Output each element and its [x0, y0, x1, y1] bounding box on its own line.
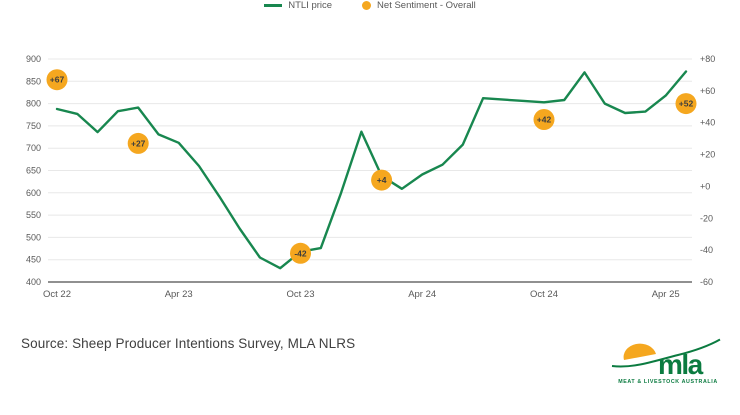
y-axis-right-tick-label: -40 — [700, 245, 713, 255]
logo-sun-icon — [623, 343, 656, 360]
y-axis-left-tick-label: 500 — [26, 232, 41, 242]
sentiment-point-label: +52 — [679, 99, 694, 109]
legend-label: NTLI price — [288, 0, 333, 11]
source-text: Source: Sheep Producer Intentions Survey… — [21, 336, 356, 351]
sentiment-point-label: -42 — [294, 248, 307, 258]
y-axis-right-tick-label: -20 — [700, 213, 713, 223]
legend-item-ntli-price: NTLI price — [264, 0, 332, 11]
y-axis-left-tick-label: 850 — [26, 76, 41, 86]
y-axis-right-tick-label: +80 — [700, 54, 715, 64]
y-axis-left-tick-label: 600 — [26, 188, 41, 198]
x-axis-tick-label: Apr 23 — [165, 289, 193, 300]
logo-brand-text: mla — [658, 349, 704, 380]
y-axis-right-tick-label: +60 — [700, 86, 715, 96]
logo-swoosh-icon — [611, 338, 721, 368]
sentiment-point-label: +42 — [537, 115, 552, 125]
x-axis-tick-label: Apr 25 — [652, 289, 680, 300]
y-axis-left-tick-label: 650 — [26, 166, 41, 176]
sentiment-point — [290, 242, 311, 264]
x-axis-tick-label: Oct 22 — [43, 289, 71, 300]
y-axis-left-tick-label: 550 — [26, 210, 41, 220]
mla-logo: mla MEAT & LIVESTOCK AUSTRALIA — [611, 338, 721, 385]
line-swatch-icon — [264, 4, 283, 7]
y-axis-right-tick-label: +20 — [700, 150, 715, 160]
y-axis-left-tick-label: 900 — [26, 54, 41, 64]
sentiment-point-label: +4 — [377, 175, 387, 185]
y-axis-left-tick-label: 800 — [26, 99, 41, 109]
x-axis-tick-label: Oct 24 — [530, 289, 558, 300]
sentiment-point — [46, 69, 68, 91]
y-axis-right-tick-label: +40 — [700, 118, 715, 128]
x-axis-tick-label: Oct 23 — [287, 289, 315, 300]
sentiment-point-label: +27 — [131, 138, 146, 148]
sentiment-point — [371, 169, 393, 191]
sentiment-point — [533, 109, 555, 130]
x-axis-tick-label: Apr 24 — [408, 289, 436, 300]
y-axis-left-tick-label: 700 — [26, 143, 41, 153]
y-axis-left-tick-label: 750 — [26, 121, 41, 131]
sentiment-point — [675, 93, 697, 115]
sentiment-point — [127, 132, 149, 154]
logo-tagline-text: MEAT & LIVESTOCK AUSTRALIA — [618, 379, 718, 385]
ntli-price-line — [55, 70, 688, 270]
y-axis-right-tick-label: +0 — [700, 181, 710, 191]
y-axis-left-tick-label: 400 — [26, 277, 41, 287]
chart-legend: NTLI price Net Sentiment - Overall — [0, 0, 740, 11]
dot-swatch-icon — [362, 1, 372, 10]
legend-item-net-sentiment: Net Sentiment - Overall — [362, 0, 476, 11]
legend-label: Net Sentiment - Overall — [377, 0, 476, 11]
sentiment-point-label: +67 — [50, 75, 65, 85]
ntli-sentiment-chart: 900 850 800 750 700 650 600 550 500 450 400 +80 +60 +… — [26, 54, 715, 300]
y-axis-right-tick-label: -60 — [700, 277, 713, 287]
y-axis-left-tick-label: 450 — [26, 255, 41, 265]
